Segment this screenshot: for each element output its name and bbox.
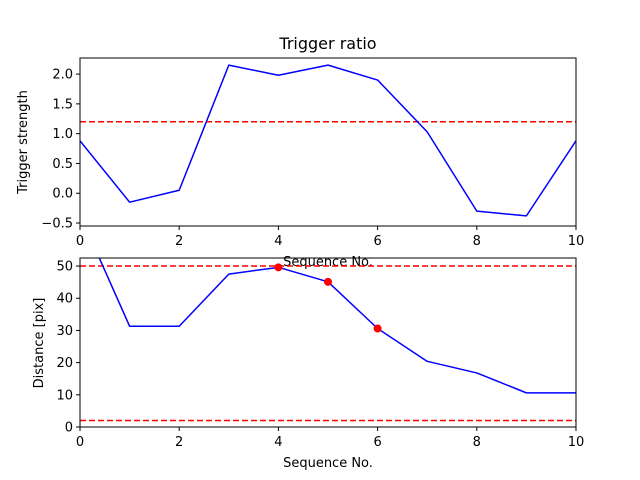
x-tick-label: 8 xyxy=(473,234,481,249)
chart-title: Trigger ratio xyxy=(278,34,376,53)
series-lines xyxy=(98,258,576,394)
x-tick-label: 6 xyxy=(373,435,381,450)
y-tick-label: 1.0 xyxy=(52,127,73,142)
x-tick-label: 4 xyxy=(274,435,282,450)
x-ticks: 0 2 4 6 8 10 xyxy=(76,427,584,450)
y-ticks: −0.5 0.0 0.5 1.0 1.5 2.0 xyxy=(41,68,80,232)
threshold-lines xyxy=(80,265,576,422)
x-tick-label: 10 xyxy=(568,435,585,450)
x-tick-label: 0 xyxy=(76,234,84,249)
marker-points xyxy=(274,263,382,333)
y-tick-label: 40 xyxy=(56,292,73,307)
x-ticks: 0 2 4 6 8 10 xyxy=(76,226,584,249)
x-tick-label: 0 xyxy=(76,435,84,450)
y-tick-label: −0.5 xyxy=(41,217,73,232)
y-tick-label: 50 xyxy=(56,260,73,275)
y-tick-label: 20 xyxy=(56,356,73,371)
axes-frame xyxy=(79,257,577,428)
y-tick-label: 1.5 xyxy=(52,97,73,112)
y-tick-label: 2.0 xyxy=(52,68,73,83)
x-tick-label: 10 xyxy=(568,234,585,249)
y-axis-label: Trigger strength xyxy=(16,90,31,195)
data-point xyxy=(373,324,382,333)
series-line xyxy=(98,258,576,394)
x-tick-label: 8 xyxy=(473,435,481,450)
y-tick-label: 10 xyxy=(56,388,73,403)
y-ticks: 0 10 20 30 40 50 xyxy=(56,260,80,436)
x-tick-label: 4 xyxy=(274,234,282,249)
y-tick-label: 0.5 xyxy=(52,157,73,172)
axes-frame xyxy=(79,57,577,227)
data-point xyxy=(324,277,332,286)
x-axis-label: Sequence No. xyxy=(283,456,373,471)
x-tick-label: 6 xyxy=(373,234,381,249)
data-point xyxy=(274,263,283,272)
y-tick-label: 0 xyxy=(65,421,73,436)
y-axis-label: Distance [pix] xyxy=(32,298,47,389)
plot-area xyxy=(80,64,576,217)
y-tick-label: 0.0 xyxy=(52,187,73,202)
trigger-ratio-chart: Trigger ratio 0 2 4 6 8 10 −0.5 0.0 0.5 1.0 1.5 2.… xyxy=(16,34,584,270)
x-tick-label: 2 xyxy=(175,234,183,249)
x-tick-label: 2 xyxy=(175,435,183,450)
series-line xyxy=(80,64,576,217)
series-lines xyxy=(80,64,576,217)
distance-chart: 0 2 4 6 8 10 0 10 20 30 40 50 Sequence No. Distanc… xyxy=(32,257,584,471)
x-axis-label: Sequence No. xyxy=(283,255,373,270)
plot-area xyxy=(80,258,576,422)
y-tick-label: 30 xyxy=(56,324,73,339)
